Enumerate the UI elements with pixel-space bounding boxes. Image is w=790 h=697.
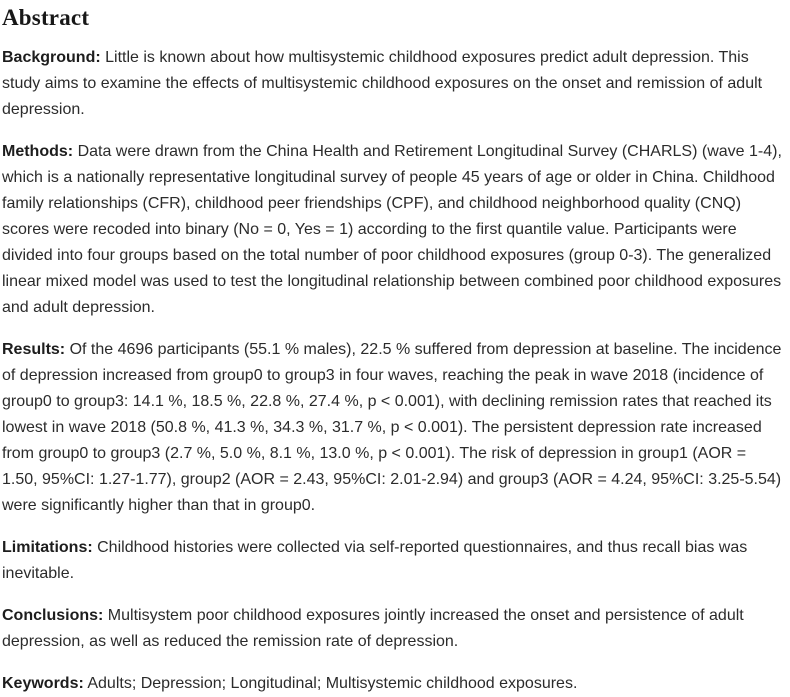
section-keywords-label: Keywords: [2, 675, 84, 692]
section-background-label: Background: [2, 49, 101, 66]
section-limitations: Limitations: Childhood histories were co… [2, 535, 786, 587]
section-conclusions-label: Conclusions: [2, 607, 104, 624]
abstract-title: Abstract [2, 5, 90, 30]
section-conclusions-text: Multisystem poor childhood exposures joi… [2, 607, 744, 650]
section-methods-text: Data were drawn from the China Health an… [2, 143, 782, 316]
section-results: Results: Of the 4696 participants (55.1 … [2, 337, 786, 519]
section-conclusions: Conclusions: Multisystem poor childhood … [2, 603, 786, 655]
section-background: Background: Little is known about how mu… [2, 45, 786, 123]
section-limitations-text: Childhood histories were collected via s… [2, 539, 748, 582]
section-keywords: Keywords: Adults; Depression; Longitudin… [2, 671, 786, 697]
section-methods: Methods: Data were drawn from the China … [2, 139, 786, 321]
section-results-label: Results: [2, 341, 66, 358]
section-keywords-text: Adults; Depression; Longitudinal; Multis… [87, 675, 578, 692]
section-methods-label: Methods: [2, 143, 74, 160]
section-limitations-label: Limitations: [2, 539, 93, 556]
section-results-text: Of the 4696 participants (55.1 % males),… [2, 341, 782, 514]
section-background-text: Little is known about how multisystemic … [2, 49, 763, 118]
